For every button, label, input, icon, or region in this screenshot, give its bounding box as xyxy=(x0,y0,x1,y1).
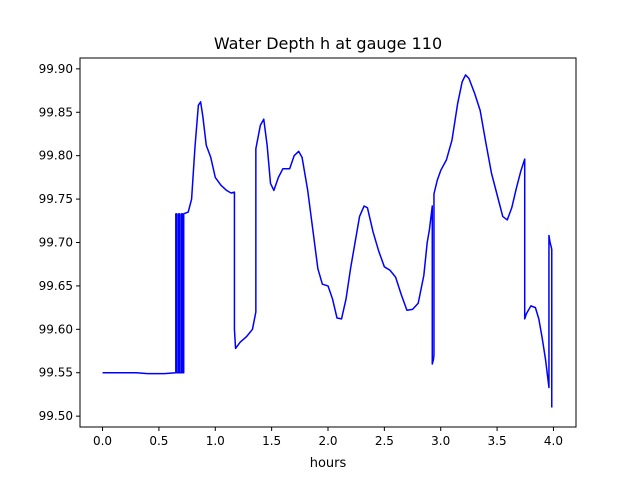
x-axis: 0.0 0.5 1.0 1.5 2.0 2.5 3.0 3.5 4.0 xyxy=(93,427,563,448)
y-tick-label: 99.80 xyxy=(39,149,73,163)
y-tick-label: 99.60 xyxy=(39,322,73,336)
x-tick-label: 1.5 xyxy=(262,434,281,448)
series-line-0 xyxy=(102,74,553,408)
x-tick-label: 3.0 xyxy=(431,434,450,448)
y-tick-label: 99.85 xyxy=(39,105,73,119)
plot-layer xyxy=(102,74,553,408)
x-tick-label: 2.5 xyxy=(375,434,394,448)
y-axis: 99.50 99.55 99.60 99.65 99.70 99.75 99.80 99.85… xyxy=(39,62,80,423)
x-tick-label: 0.0 xyxy=(93,434,112,448)
y-tick-label: 99.75 xyxy=(39,192,73,206)
x-tick-label: 0.5 xyxy=(149,434,168,448)
x-tick-label: 4.0 xyxy=(544,434,563,448)
x-tick-label: 2.0 xyxy=(318,434,337,448)
y-tick-label: 99.55 xyxy=(39,366,73,380)
chart-title: Water Depth h at gauge 110 xyxy=(214,34,442,53)
x-tick-label: 3.5 xyxy=(488,434,507,448)
x-tick-label: 1.0 xyxy=(206,434,225,448)
y-tick-label: 99.70 xyxy=(39,236,73,250)
y-tick-label: 99.90 xyxy=(39,62,73,76)
y-tick-label: 99.65 xyxy=(39,279,73,293)
x-axis-label: hours xyxy=(310,456,347,471)
y-tick-label: 99.50 xyxy=(39,409,73,423)
